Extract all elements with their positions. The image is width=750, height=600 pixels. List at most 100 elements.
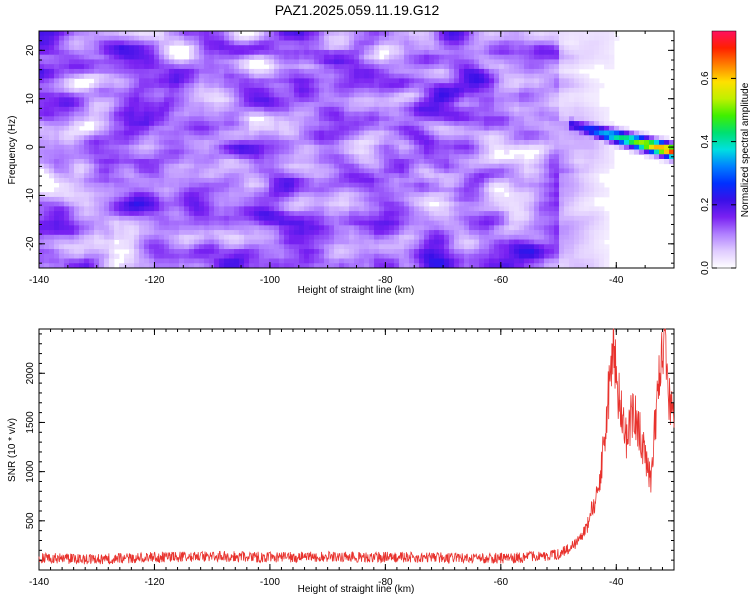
heatmap-cell	[214, 83, 220, 89]
heatmap-cell	[164, 206, 170, 212]
heatmap-cell	[149, 64, 155, 70]
heatmap-cell	[49, 49, 55, 56]
heatmap-cell	[374, 135, 380, 141]
heatmap-cell	[179, 192, 185, 198]
heatmap-cell	[249, 49, 255, 56]
heatmap-cell	[129, 135, 135, 141]
heatmap-cell	[474, 102, 480, 108]
heatmap-cell	[309, 92, 315, 98]
heatmap-cell	[309, 154, 315, 160]
heatmap-cell	[159, 144, 165, 150]
heatmap-cell	[594, 215, 600, 221]
heatmap-cell	[594, 102, 600, 108]
heatmap-cell	[394, 173, 400, 179]
heatmap-cell	[304, 116, 310, 122]
heatmap-cell	[424, 135, 430, 141]
heatmap-cell	[204, 234, 210, 240]
heatmap-cell	[164, 144, 170, 150]
heatmap-cell	[514, 54, 520, 60]
heatmap-cell	[144, 187, 150, 193]
heatmap-cell	[319, 40, 325, 46]
heatmap-cell	[454, 225, 460, 231]
heatmap-cell	[374, 59, 380, 65]
heatmap-cell	[149, 158, 155, 165]
heatmap-cell	[149, 177, 155, 184]
heatmap-cell	[174, 68, 180, 75]
heatmap-cell	[334, 163, 340, 169]
heatmap-cell	[234, 54, 240, 60]
heatmap-cell	[274, 225, 280, 231]
heatmap-cell	[59, 111, 65, 117]
heatmap-cell	[99, 158, 105, 165]
heatmap-cell	[569, 64, 575, 70]
heatmap-cell	[364, 158, 370, 165]
heatmap-cell	[439, 92, 445, 98]
heatmap-cell	[369, 125, 375, 131]
heatmap-cell	[209, 196, 215, 203]
heatmap-cell	[314, 121, 320, 127]
heatmap-cell	[459, 220, 465, 226]
heatmap-cell	[599, 182, 605, 188]
heatmap-cell	[154, 64, 160, 70]
heatmap-cell	[204, 116, 210, 122]
heatmap-cell	[99, 225, 105, 231]
heatmap-cell	[544, 87, 550, 94]
heatmap-cell	[399, 192, 405, 198]
heatmap-cell	[174, 40, 180, 46]
heatmap-cell	[179, 73, 185, 79]
heatmap-cell	[539, 68, 545, 75]
heatmap-cell	[514, 201, 520, 207]
heatmap-cell	[539, 92, 545, 98]
heatmap-cell	[359, 196, 365, 203]
heatmap-cell	[124, 92, 130, 98]
heatmap-cell	[104, 140, 110, 146]
heatmap-cell	[99, 177, 105, 184]
heatmap-cell	[594, 144, 600, 150]
heatmap-cell	[79, 154, 85, 160]
heatmap-cell	[374, 163, 380, 169]
heatmap-cell	[209, 135, 215, 141]
heatmap-cell	[69, 92, 75, 98]
heatmap-cell	[414, 215, 420, 221]
heatmap-cell	[214, 211, 220, 217]
heatmap-cell	[139, 234, 145, 240]
heatmap-cell	[439, 73, 445, 79]
heatmap-cell	[169, 35, 175, 41]
heatmap-cell	[179, 40, 185, 46]
heatmap-cell	[204, 102, 210, 108]
heatmap-cell	[149, 192, 155, 198]
heatmap-cell	[104, 125, 110, 131]
heatmap-cell	[79, 211, 85, 217]
heatmap-cell	[319, 31, 325, 37]
heatmap-cell	[494, 206, 500, 212]
heatmap-cell	[194, 49, 200, 56]
heatmap-cell	[94, 64, 100, 70]
heatmap-cell	[259, 130, 265, 136]
heatmap-cell	[519, 154, 525, 160]
heatmap-cell	[289, 102, 295, 108]
heatmap-cell	[409, 135, 415, 141]
heatmap-cell	[139, 192, 145, 198]
heatmap-cell	[359, 163, 365, 169]
heatmap-cell	[339, 144, 345, 150]
heatmap-cell	[584, 144, 590, 150]
heatmap-cell	[134, 154, 140, 160]
heatmap-cell	[284, 59, 290, 65]
heatmap-cell	[109, 187, 115, 193]
heatmap-cell	[194, 97, 200, 103]
heatmap-cell	[439, 154, 445, 160]
heatmap-cell	[509, 121, 515, 127]
heatmap-cell	[379, 125, 385, 131]
heatmap-cell	[404, 144, 410, 150]
heatmap-cell	[104, 206, 110, 212]
heatmap-cell	[364, 40, 370, 46]
heatmap-cell	[274, 192, 280, 198]
heatmap-cell	[54, 130, 60, 136]
heatmap-cell	[379, 140, 385, 146]
heatmap-cell	[504, 40, 510, 46]
heatmap-cell	[584, 149, 590, 155]
heatmap-cell	[599, 35, 605, 41]
heatmap-cell	[589, 87, 595, 94]
heatmap-cell	[59, 225, 65, 231]
heatmap-cell	[539, 211, 545, 217]
